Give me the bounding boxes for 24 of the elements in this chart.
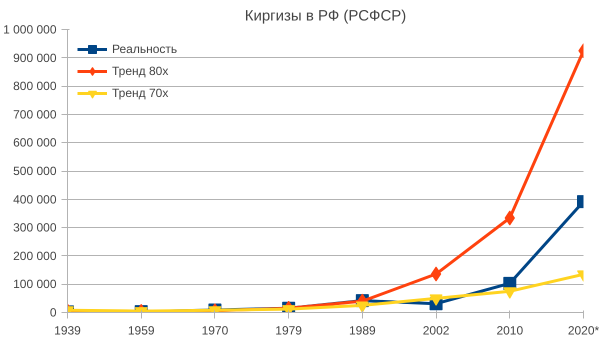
y-tick-label: 200 000 [13,248,57,263]
legend-label: Тренд 80х [112,64,168,78]
point [430,266,442,282]
y-tick-label: 1 000 000 [3,22,57,36]
y-tick-label: 900 000 [13,50,57,65]
y-tick-label: 300 000 [13,220,57,235]
y-tick-label: 400 000 [13,192,57,206]
x-tick-label: 2020* [568,324,600,338]
y-tick-label: 0 [50,306,57,320]
y-tick-label: 800 000 [13,79,57,94]
x-tick-label: 1979 [275,324,302,338]
y-tick-label: 600 000 [13,136,57,150]
legend-label: Реальность [112,42,178,56]
x-tick-label: 2010 [496,324,524,338]
x-tick-label: 2002 [422,324,450,338]
x-tick-label: 1959 [128,324,155,338]
legend-label: Тренд 70х [112,86,168,100]
x-tick-label: 1939 [54,324,82,338]
x-tick-label: 1970 [202,324,229,338]
y-tick-label: 700 000 [13,107,57,122]
y-tick-label: 100 000 [13,277,57,292]
y-tick-label: 500 000 [13,164,57,178]
x-tick-label: 1989 [349,324,376,338]
chart-title: Киргизы в РФ (РСФСР) [244,8,406,24]
